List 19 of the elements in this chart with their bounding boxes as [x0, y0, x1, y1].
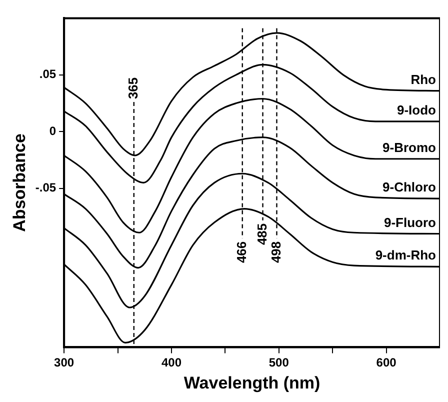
ref-line-label: 485 [254, 223, 270, 246]
y-tick-label: 0 [49, 124, 56, 138]
series-label: 9-Fluoro [384, 214, 436, 230]
x-axis-title: Wavelength (nm) [184, 373, 320, 392]
ref-line-label: 498 [268, 241, 284, 264]
x-tick-label: 500 [268, 356, 290, 370]
ref-line-label: 466 [234, 241, 249, 264]
series-label: 9-Bromo [382, 140, 436, 155]
y-tick-label: .05 [39, 67, 56, 82]
y-tick-label: -.05 [35, 180, 56, 195]
series-label: Rho [410, 72, 436, 87]
ref-line-label: 365 [125, 77, 140, 100]
series-label: 9-Iodo [397, 102, 436, 118]
series-label: 9-Chloro [382, 180, 436, 195]
series-label: 9-dm-Rho [375, 248, 436, 263]
x-tick-label: 600 [376, 356, 397, 370]
x-tick-label: 300 [54, 356, 74, 370]
y-axis-title: Absorbance [10, 134, 29, 232]
x-tick-label: 400 [161, 356, 182, 370]
